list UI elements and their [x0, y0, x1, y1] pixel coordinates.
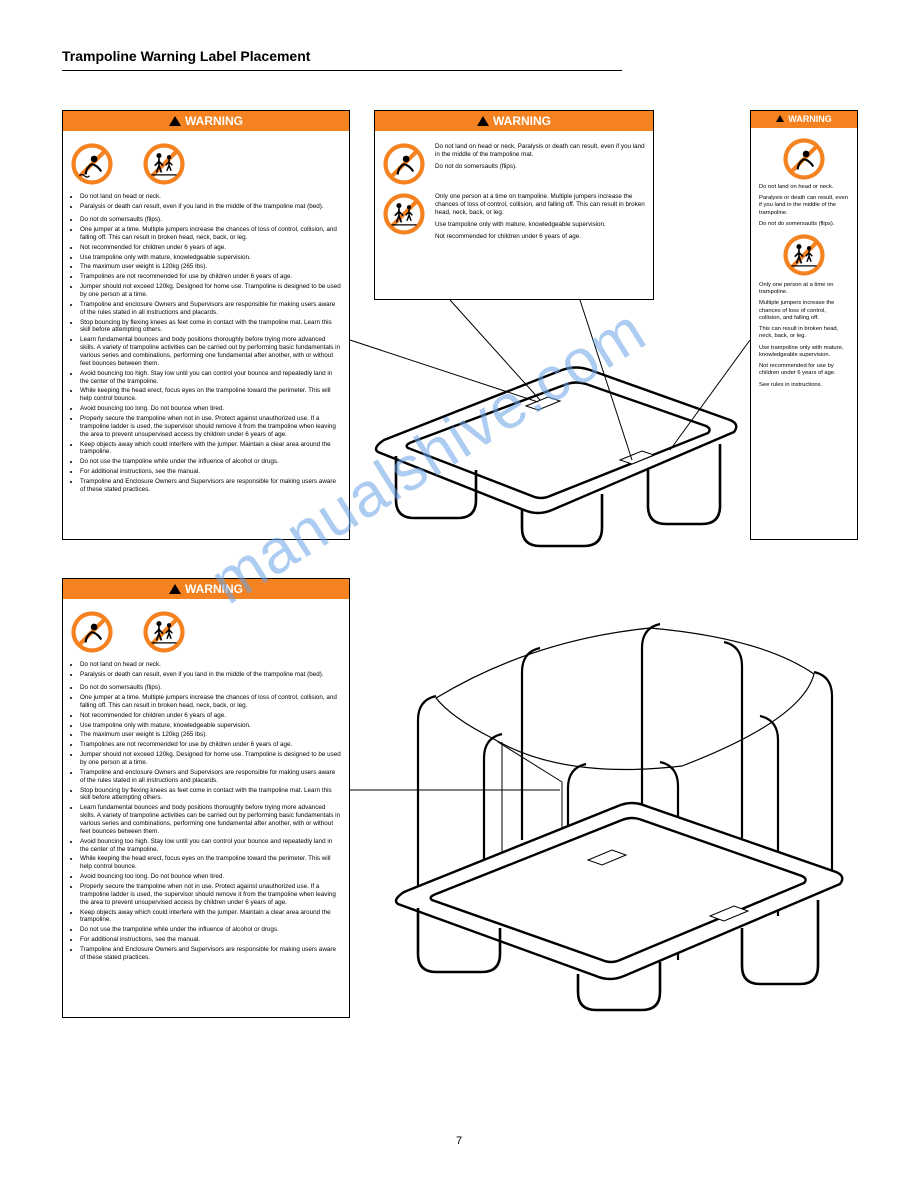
- warning-bullet: Trampoline and Enclosure Owners and Supe…: [80, 478, 341, 494]
- warning-text: Not recommended for use by children unde…: [759, 363, 849, 377]
- warning-bullet: The maximum user weight is 120kg (265 lb…: [80, 263, 341, 271]
- warning-bullet: Keep objects away which could interfere …: [80, 441, 341, 457]
- warning-text: Only one person at a time on trampoline.…: [435, 193, 645, 217]
- warning-header-text: WARNING: [493, 114, 551, 128]
- warning-header: WARNING: [375, 111, 653, 131]
- warning-bullet: Trampoline and enclosure Owners and Supe…: [80, 301, 341, 317]
- warning-bullet: Trampoline and Enclosure Owners and Supe…: [80, 946, 341, 962]
- warning-bullet: Avoid bouncing too long. Do not bounce w…: [80, 405, 341, 413]
- warning-bullet: Use trampoline only with mature, knowled…: [80, 722, 341, 730]
- warning-bullet: Learn fundamental bounces and body posit…: [80, 336, 341, 367]
- no-somersault-icon: [783, 138, 825, 180]
- warning-bullet: Do not land on head or neck.: [80, 661, 341, 669]
- warning-bullet: The maximum user weight is 120kg (265 lb…: [80, 731, 341, 739]
- warning-bullet: One jumper at a time. Multiple jumpers i…: [80, 226, 341, 242]
- warning-bullet: Trampoline and enclosure Owners and Supe…: [80, 769, 341, 785]
- warning-header: WARNING: [63, 579, 349, 599]
- alert-triangle-icon: [477, 116, 489, 126]
- warning-text-list: Do not land on head or neck. Paralysis or…: [71, 193, 341, 493]
- warning-bullet: Do not do somersaults (flips).: [80, 684, 341, 692]
- alert-triangle-icon: [169, 116, 181, 126]
- warning-bullet: Properly secure the trampoline when not …: [80, 415, 341, 439]
- warning-header-text: WARNING: [185, 114, 243, 128]
- warning-label-3: WARNING Do not land on head or neck. Par…: [750, 110, 858, 540]
- warning-header: WARNING: [751, 111, 857, 128]
- warning-bullet: Jumper should not exceed 120kg. Designed…: [80, 751, 341, 767]
- no-multiple-jumpers-icon: [143, 611, 185, 653]
- warning-bullet: Keep objects away which could interfere …: [80, 909, 341, 925]
- warning-bullet: Use trampoline only with mature, knowled…: [80, 254, 341, 262]
- no-somersault-icon: [71, 611, 113, 653]
- warning-text: Multiple jumpers increase the chances of…: [759, 300, 849, 322]
- warning-bullet: Do not do somersaults (flips).: [80, 216, 341, 224]
- warning-bullet: Stop bouncing by flexing knees as feet c…: [80, 787, 341, 803]
- warning-text: Do not do somersaults (flips).: [759, 221, 849, 228]
- no-multiple-jumpers-icon: [143, 143, 185, 185]
- warning-bullet: Avoid bouncing too high. Stay low until …: [80, 370, 341, 386]
- warning-text: See rules in instructions.: [759, 382, 849, 389]
- warning-text: Only one person at a time on trampoline.: [759, 282, 849, 296]
- warning-bullet: For additional instructions, see the man…: [80, 936, 341, 944]
- warning-bullet: Jumper should not exceed 120kg. Designed…: [80, 283, 341, 299]
- warning-bullet: Paralysis or death can result, even if y…: [80, 671, 341, 679]
- warning-label-1: WARNING Do not land on head or neck. Para…: [62, 110, 350, 540]
- warning-bullet: Stop bouncing by flexing knees as feet c…: [80, 319, 341, 335]
- warning-text: Do not land on head or neck.: [759, 184, 849, 191]
- warning-text: Use trampoline only with mature, knowled…: [759, 345, 849, 359]
- no-multiple-jumpers-icon: [383, 193, 425, 235]
- alert-triangle-icon: [776, 115, 784, 122]
- warning-text-list: Do not land on head or neck. Paralysis or…: [71, 661, 341, 961]
- warning-bullet: Avoid bouncing too long. Do not bounce w…: [80, 873, 341, 881]
- warning-body: Do not land on head or neck. Paralysis or…: [63, 599, 349, 971]
- warning-bullet: For additional instructions, see the man…: [80, 468, 341, 476]
- warning-bullet: Trampolines are not recommended for use …: [80, 273, 341, 281]
- warning-body: Do not land on head or neck. Paralysis o…: [751, 128, 857, 401]
- warning-text: Use trampoline only with mature, knowled…: [435, 221, 645, 229]
- warning-bullet: Avoid bouncing too high. Stay low until …: [80, 838, 341, 854]
- warning-header-text: WARNING: [185, 582, 243, 596]
- warning-text: Not recommended for children under 6 yea…: [435, 233, 645, 241]
- no-somersault-icon: [383, 143, 425, 185]
- warning-bullet: Not recommended for children under 6 yea…: [80, 244, 341, 252]
- warning-text: Paralysis or death can result, even if y…: [759, 195, 849, 217]
- warning-bullet: While keeping the head erect, focus eyes…: [80, 855, 341, 871]
- warning-bullet: Do not land on head or neck.: [80, 193, 341, 201]
- warning-text: Do not do somersaults (flips).: [435, 163, 645, 171]
- warning-bullet: Do not use the trampoline while under th…: [80, 458, 341, 466]
- warning-bullet: Trampolines are not recommended for use …: [80, 741, 341, 749]
- warning-body: Do not land on head or neck. Paralysis or…: [63, 131, 349, 503]
- warning-bullet: Properly secure the trampoline when not …: [80, 883, 341, 907]
- trampoline-enclosure-diagram: [382, 610, 852, 1030]
- page-title: Trampoline Warning Label Placement: [62, 48, 310, 65]
- warning-bullet: While keeping the head erect, focus eyes…: [80, 387, 341, 403]
- warning-header-text: WARNING: [788, 114, 832, 124]
- alert-triangle-icon: [169, 584, 181, 594]
- trampoline-diagram: [362, 330, 742, 550]
- warning-bullet: One jumper at a time. Multiple jumpers i…: [80, 694, 341, 710]
- warning-body: Do not land on head or neck. Paralysis o…: [375, 131, 653, 260]
- warning-header: WARNING: [63, 111, 349, 131]
- warning-label-2: WARNING Do not land on head or neck. Par…: [374, 110, 654, 300]
- no-somersault-icon: [71, 143, 113, 185]
- title-rule: [62, 70, 622, 71]
- warning-bullet: Learn fundamental bounces and body posit…: [80, 804, 341, 835]
- warning-text: This can result in broken head, neck, ba…: [759, 326, 849, 340]
- warning-bullet: Do not use the trampoline while under th…: [80, 926, 341, 934]
- no-multiple-jumpers-icon: [783, 234, 825, 276]
- warning-label-4: WARNING Do not land on head or neck. Para…: [62, 578, 350, 1018]
- warning-text: Do not land on head or neck. Paralysis o…: [435, 143, 645, 159]
- warning-bullet: Not recommended for children under 6 yea…: [80, 712, 341, 720]
- page-number: 7: [0, 1135, 918, 1148]
- warning-bullet: Paralysis or death can result, even if y…: [80, 203, 341, 211]
